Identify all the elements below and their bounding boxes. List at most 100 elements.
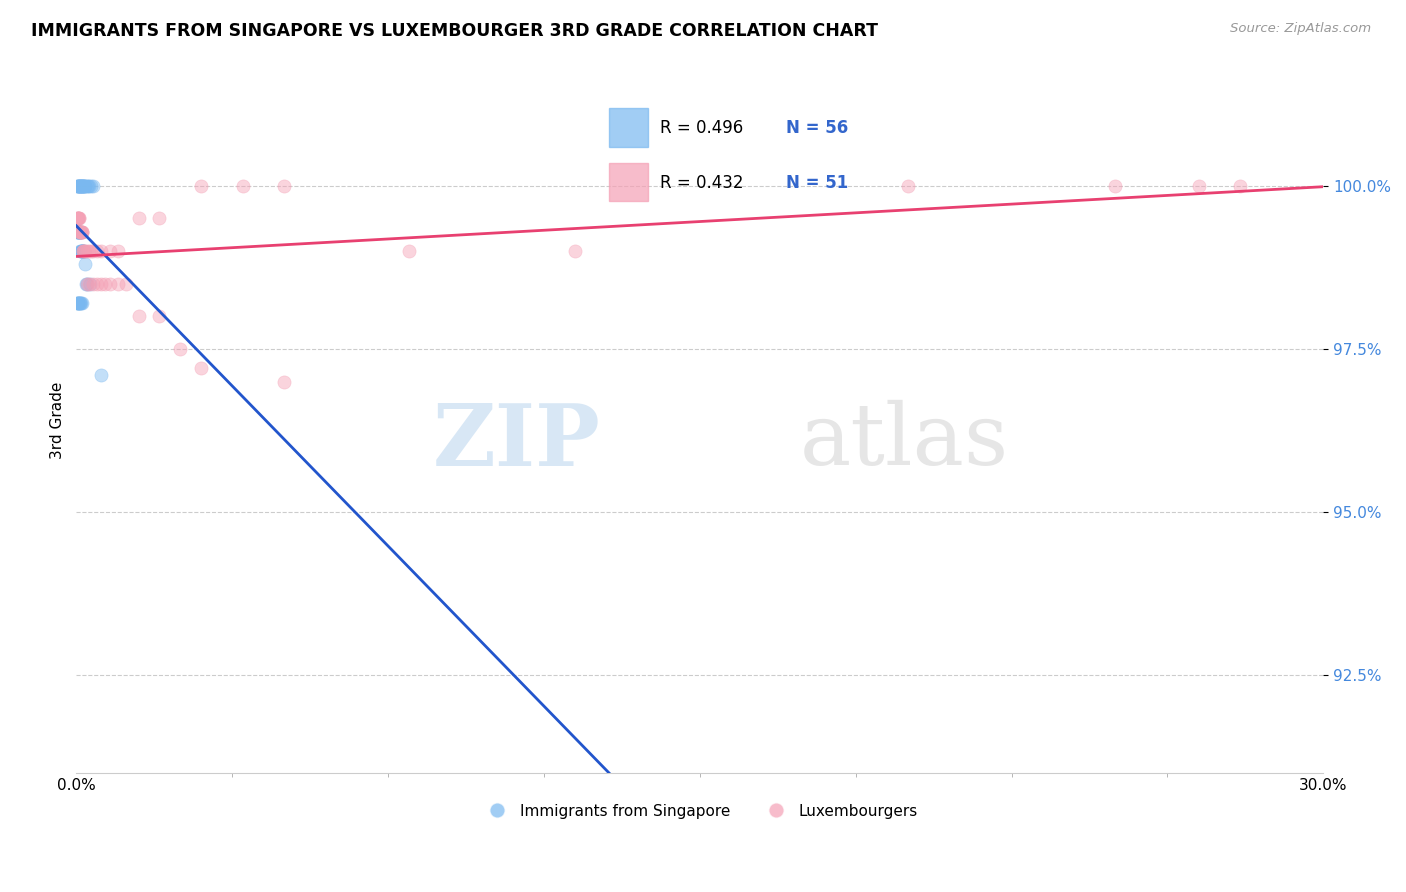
Point (66, 225, 89, 239)
Point (66, 225, 89, 239)
Point (67, 211, 90, 226)
Point (77, 244, 100, 258)
Point (82, 244, 104, 258)
Point (69, 225, 91, 239)
Point (69, 178, 91, 193)
Point (66, 211, 89, 226)
Point (72, 244, 94, 258)
Point (70, 244, 93, 258)
Point (897, 178, 920, 193)
Point (70, 178, 93, 193)
Point (70, 225, 93, 239)
Point (66, 296, 89, 310)
Point (72, 244, 94, 258)
Point (128, 310, 150, 324)
Point (73, 244, 96, 258)
Point (73, 178, 96, 193)
Point (73, 244, 96, 258)
Point (398, 244, 420, 258)
Point (66, 178, 89, 193)
Point (67, 178, 90, 193)
Point (77, 178, 100, 193)
Text: IMMIGRANTS FROM SINGAPORE VS LUXEMBOURGER 3RD GRADE CORRELATION CHART: IMMIGRANTS FROM SINGAPORE VS LUXEMBOURGE… (31, 22, 877, 40)
Point (564, 244, 586, 258)
Point (67, 296, 90, 310)
Point (72, 225, 94, 239)
Point (67, 225, 90, 239)
Point (69, 244, 91, 258)
Legend: Immigrants from Singapore, Luxembourgers: Immigrants from Singapore, Luxembourgers (475, 797, 924, 825)
Point (90, 244, 112, 258)
Point (82, 178, 104, 193)
Point (69, 178, 91, 193)
Point (72, 296, 94, 310)
Point (69, 178, 91, 193)
Point (67, 225, 90, 239)
Point (72, 244, 94, 258)
Point (80, 178, 103, 193)
Point (231, 178, 253, 193)
Point (69, 244, 91, 258)
Point (69, 225, 91, 239)
Point (148, 310, 170, 324)
Point (107, 244, 129, 258)
Point (69, 225, 91, 239)
Point (190, 361, 212, 376)
Point (66, 211, 89, 226)
Point (70, 178, 93, 193)
Point (67, 178, 90, 193)
Point (1104, 178, 1126, 193)
Point (70, 244, 93, 258)
Point (69, 225, 91, 239)
Point (82, 277, 104, 291)
Y-axis label: 3rd Grade: 3rd Grade (51, 382, 65, 459)
Point (70, 178, 93, 193)
Point (72, 244, 94, 258)
Point (76, 244, 98, 258)
Point (76, 277, 98, 291)
Point (75, 277, 97, 291)
Point (80, 244, 103, 258)
Point (67, 225, 90, 239)
Point (77, 178, 100, 193)
Point (115, 277, 138, 291)
Point (273, 375, 295, 389)
Point (73, 257, 96, 271)
Point (66, 211, 89, 226)
Point (273, 178, 295, 193)
Point (72, 244, 94, 258)
Point (75, 178, 97, 193)
Text: atlas: atlas (800, 401, 1008, 483)
Point (190, 178, 212, 193)
Point (70, 225, 93, 239)
Point (72, 178, 94, 193)
Point (72, 178, 94, 193)
Point (73, 178, 96, 193)
Point (1187, 178, 1209, 193)
Point (76, 178, 98, 193)
Point (66, 296, 89, 310)
Point (73, 178, 96, 193)
Point (69, 225, 91, 239)
Point (66, 178, 89, 193)
Point (90, 368, 112, 382)
Text: Source: ZipAtlas.com: Source: ZipAtlas.com (1230, 22, 1371, 36)
Point (98, 244, 121, 258)
Point (67, 296, 90, 310)
Point (67, 178, 90, 193)
Point (69, 178, 91, 193)
Point (148, 211, 170, 226)
Point (86, 277, 108, 291)
Point (73, 244, 96, 258)
Point (90, 277, 112, 291)
Point (69, 296, 91, 310)
Point (70, 244, 93, 258)
Point (76, 277, 98, 291)
Point (69, 225, 91, 239)
Point (66, 296, 89, 310)
Point (98, 277, 121, 291)
Point (77, 277, 100, 291)
Point (66, 178, 89, 193)
Point (1229, 178, 1251, 193)
Point (70, 225, 93, 239)
